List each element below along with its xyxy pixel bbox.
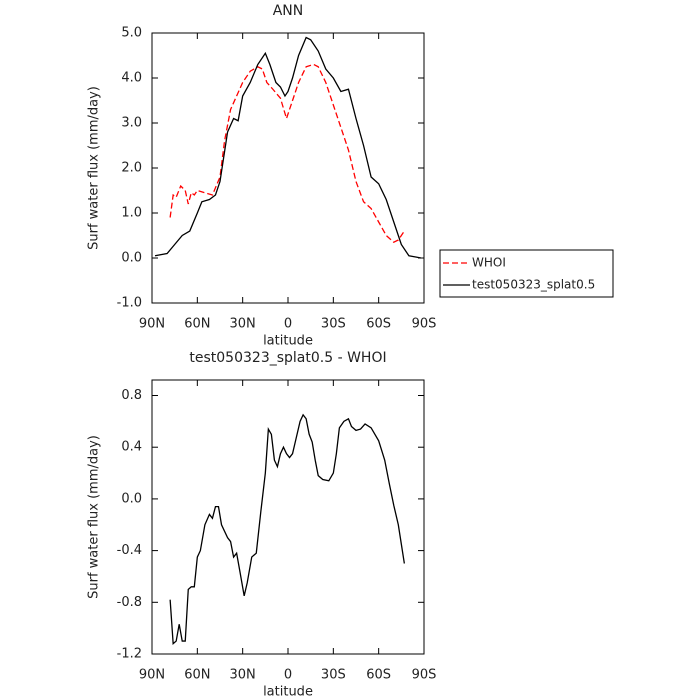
x-tick-label: 0 bbox=[284, 668, 292, 683]
x-tick-label: 90S bbox=[412, 668, 437, 683]
data-line bbox=[169, 63, 405, 244]
y-tick-label: 0.0 bbox=[121, 491, 142, 506]
y-axis-label: Surf water flux (mm/day) bbox=[87, 435, 102, 599]
x-tick-label: 30S bbox=[321, 668, 346, 683]
chart-title: test050323_splat0.5 - WHOI bbox=[189, 350, 386, 366]
x-tick-label: 30N bbox=[230, 668, 256, 683]
y-axis-label: Surf water flux (mm/day) bbox=[87, 86, 102, 250]
x-axis-label: latitude bbox=[263, 685, 313, 700]
x-tick-label: 90N bbox=[139, 668, 165, 683]
y-tick-label: 3.0 bbox=[121, 116, 142, 131]
y-tick-label: 0.4 bbox=[121, 440, 142, 455]
x-tick-label: 0 bbox=[284, 317, 292, 332]
data-line bbox=[154, 36, 422, 259]
y-tick-label: 0.0 bbox=[121, 251, 142, 266]
y-tick-label: 4.0 bbox=[121, 71, 142, 86]
y-tick-label: 2.0 bbox=[121, 161, 142, 176]
x-tick-label: 60N bbox=[184, 317, 210, 332]
y-tick-label: 5.0 bbox=[121, 26, 142, 41]
x-tick-label: 60S bbox=[366, 317, 391, 332]
y-tick-label: -0.4 bbox=[117, 543, 142, 558]
x-tick-label: 60N bbox=[184, 668, 210, 683]
plot-frame bbox=[151, 379, 425, 655]
data-line bbox=[169, 413, 405, 645]
y-tick-label: -1.0 bbox=[117, 296, 142, 311]
legend-label: WHOI bbox=[472, 256, 506, 270]
x-tick-label: 90N bbox=[139, 317, 165, 332]
y-tick-label: 0.8 bbox=[121, 388, 142, 403]
legend-label: test050323_splat0.5 bbox=[472, 278, 595, 292]
y-tick-label: 1.0 bbox=[121, 206, 142, 221]
chart-title: ANN bbox=[273, 3, 304, 19]
y-tick-label: -1.2 bbox=[117, 647, 142, 662]
y-tick-label: -0.8 bbox=[117, 595, 142, 610]
legend-box bbox=[439, 249, 614, 298]
plot-frame bbox=[151, 32, 425, 304]
x-tick-label: 90S bbox=[412, 317, 437, 332]
x-tick-label: 30N bbox=[230, 317, 256, 332]
x-axis-label: latitude bbox=[263, 334, 313, 349]
x-tick-label: 30S bbox=[321, 317, 346, 332]
x-tick-label: 60S bbox=[366, 668, 391, 683]
